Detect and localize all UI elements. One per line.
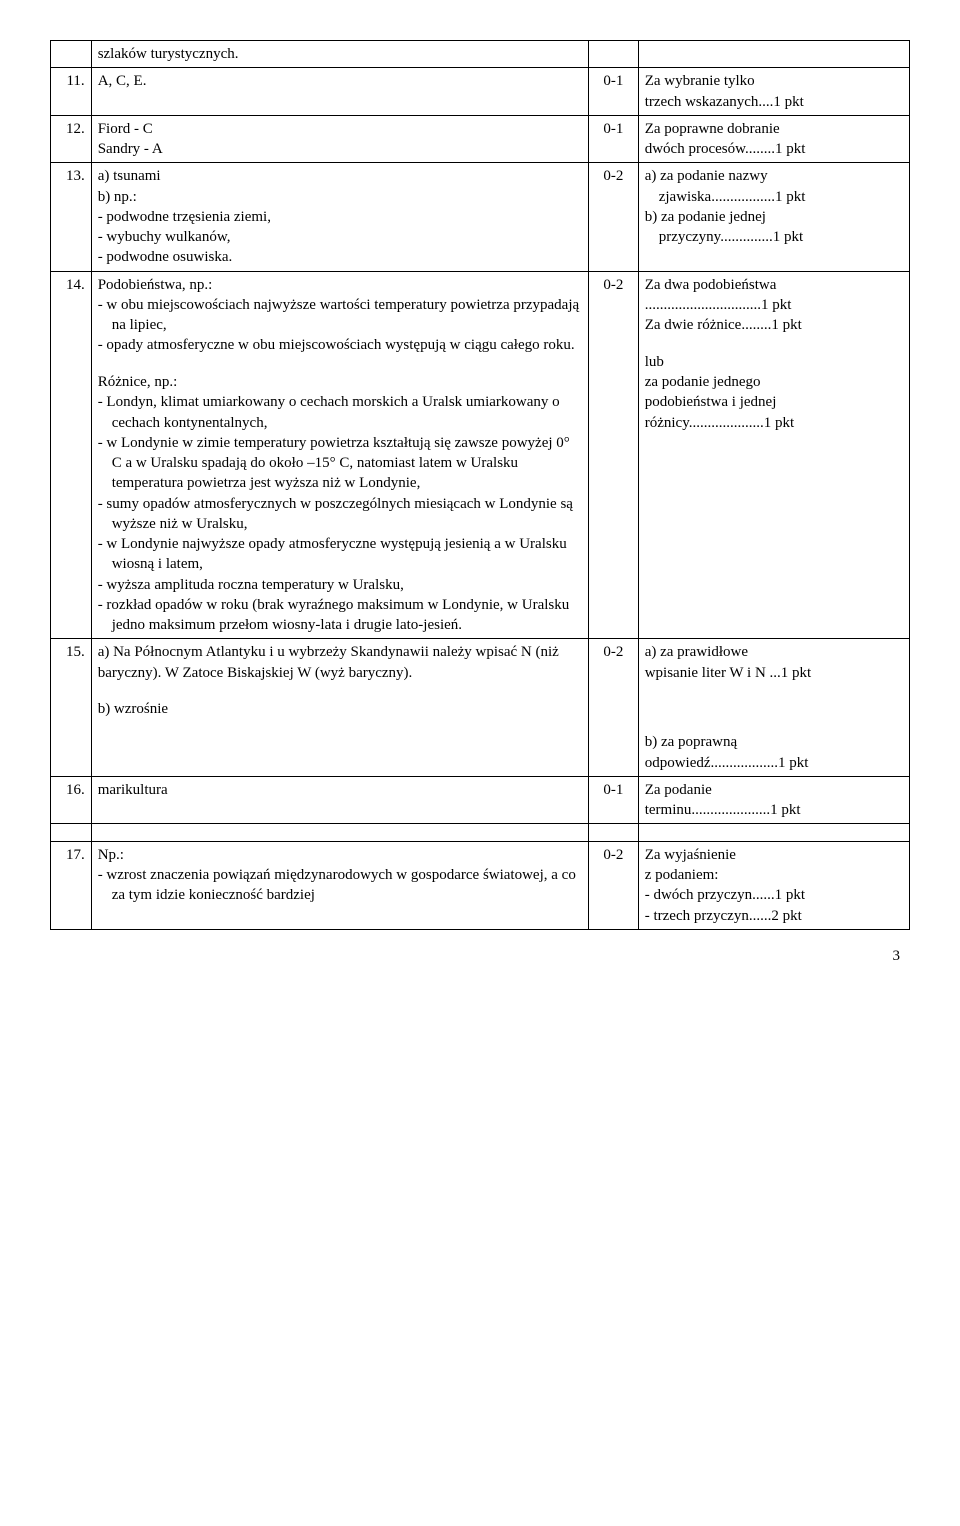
row-content [91, 824, 588, 842]
page-number: 3 [50, 948, 900, 965]
row-score [589, 824, 639, 842]
row-criteria [638, 41, 909, 68]
table-row: 14.Podobieństwa, np.:- w obu miejscowośc… [51, 271, 910, 639]
row-number: 12. [51, 115, 92, 163]
row-content: szlaków turystycznych. [91, 41, 588, 68]
row-criteria: Za dwa podobieństwa.....................… [638, 271, 909, 639]
table-body: szlaków turystycznych.11.A, C, E.0-1Za w… [51, 41, 910, 930]
row-criteria [638, 824, 909, 842]
row-criteria: Za wybranie tylko trzech wskazanych....1… [638, 68, 909, 116]
table-row: 16.marikultura0-1Za podanieterminu......… [51, 776, 910, 824]
row-score: 0-1 [589, 115, 639, 163]
table-row: 11.A, C, E.0-1Za wybranie tylko trzech w… [51, 68, 910, 116]
row-score: 0-2 [589, 841, 639, 929]
document-table: szlaków turystycznych.11.A, C, E.0-1Za w… [50, 40, 910, 930]
row-number: 17. [51, 841, 92, 929]
row-score: 0-1 [589, 68, 639, 116]
row-criteria: Za poprawne dobraniedwóch procesów......… [638, 115, 909, 163]
table-row: 12.Fiord - CSandry - A0-1Za poprawne dob… [51, 115, 910, 163]
row-number: 15. [51, 639, 92, 777]
table-row: 13.a) tsunamib) np.:- podwodne trzęsieni… [51, 163, 910, 271]
table-row [51, 824, 910, 842]
row-content: Fiord - CSandry - A [91, 115, 588, 163]
table-row: 17.Np.:- wzrost znaczenia powiązań międz… [51, 841, 910, 929]
row-number: 13. [51, 163, 92, 271]
row-content: marikultura [91, 776, 588, 824]
row-number: 11. [51, 68, 92, 116]
row-content: Np.:- wzrost znaczenia powiązań międzyna… [91, 841, 588, 929]
row-number: 16. [51, 776, 92, 824]
row-number [51, 824, 92, 842]
row-score: 0-1 [589, 776, 639, 824]
row-criteria: Za wyjaśnieniez podaniem:- dwóch przyczy… [638, 841, 909, 929]
row-number: 14. [51, 271, 92, 639]
row-content: Podobieństwa, np.:- w obu miejscowościac… [91, 271, 588, 639]
row-content: a) tsunamib) np.:- podwodne trzęsienia z… [91, 163, 588, 271]
row-score: 0-2 [589, 163, 639, 271]
row-criteria: a) za prawidłowewpisanie liter W i N ...… [638, 639, 909, 777]
row-criteria: Za podanieterminu.....................1 … [638, 776, 909, 824]
row-content: a) Na Północnym Atlantyku i u wybrzeży S… [91, 639, 588, 777]
row-score [589, 41, 639, 68]
table-row: 15.a) Na Północnym Atlantyku i u wybrzeż… [51, 639, 910, 777]
row-score: 0-2 [589, 271, 639, 639]
row-score: 0-2 [589, 639, 639, 777]
row-number [51, 41, 92, 68]
row-criteria: a) za podanie nazwyzjawiska.............… [638, 163, 909, 271]
row-content: A, C, E. [91, 68, 588, 116]
table-row: szlaków turystycznych. [51, 41, 910, 68]
